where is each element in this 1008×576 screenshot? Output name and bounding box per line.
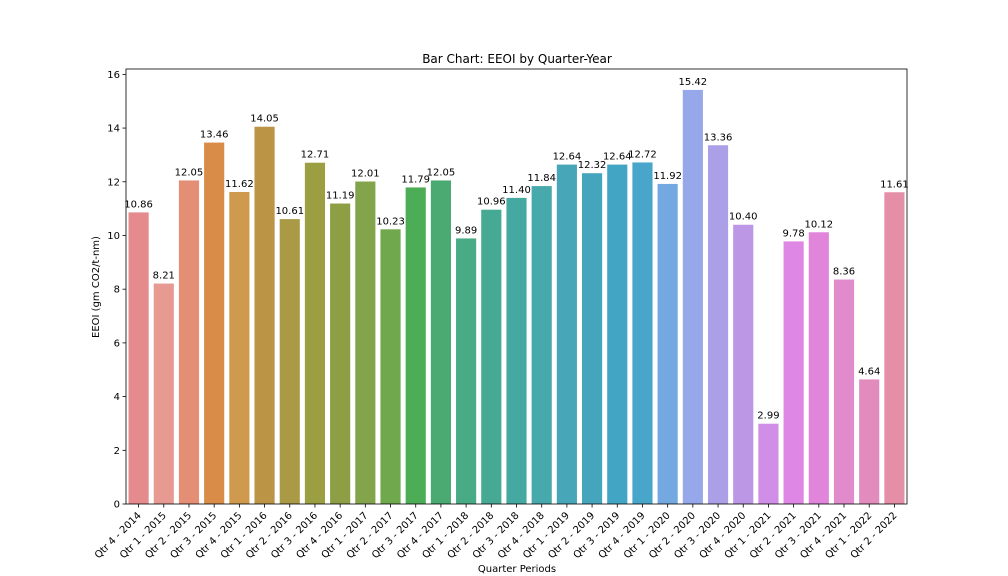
bar-13 (456, 238, 477, 504)
y-tick-label-7: 14 (107, 124, 120, 135)
bar-1 (153, 283, 174, 504)
bar-26 (783, 241, 804, 504)
bar-25 (758, 423, 779, 504)
data-label-2: 12.05 (175, 167, 204, 178)
bar-16 (531, 186, 552, 504)
y-axis: 0 2 4 6 8 10 12 14 16 (107, 70, 126, 511)
y-tick-label-1: 2 (114, 446, 120, 457)
data-label-22: 15.42 (679, 77, 708, 88)
bar-30 (884, 192, 905, 504)
bar-4 (229, 191, 250, 505)
bar-24 (733, 224, 754, 505)
bar-29 (859, 379, 880, 504)
data-label-13: 9.89 (455, 225, 477, 236)
bar-10 (380, 229, 401, 504)
plot-frame (125, 68, 908, 505)
data-label-19: 12.64 (603, 152, 632, 163)
bar-22 (682, 89, 703, 504)
bar-6 (279, 219, 300, 504)
bar-19 (607, 164, 628, 504)
y-tick-label-5: 10 (107, 231, 120, 242)
data-label-7: 12.71 (301, 150, 330, 161)
data-label-12: 12.05 (427, 167, 456, 178)
bar-3 (204, 142, 225, 504)
bar-11 (405, 187, 426, 505)
y-tick-label-3: 6 (114, 338, 120, 349)
data-label-3: 13.46 (200, 130, 229, 141)
bar-5 (254, 126, 275, 504)
x-axis-title: Quarter Periods (478, 564, 556, 575)
bar-7 (304, 162, 326, 504)
bar-8 (330, 203, 351, 504)
data-label-0: 10.86 (124, 199, 153, 210)
data-label-21: 11.92 (653, 171, 682, 182)
data-label-23: 13.36 (704, 132, 733, 143)
y-tick-label-2: 4 (114, 392, 120, 403)
bar-28 (833, 279, 855, 504)
bar-23 (707, 145, 729, 504)
data-label-18: 12.32 (578, 160, 607, 171)
bar-18 (582, 173, 603, 504)
data-label-5: 14.05 (250, 114, 279, 125)
bar-20 (632, 162, 653, 504)
data-label-11: 11.79 (401, 174, 430, 185)
bar-12 (430, 180, 451, 504)
y-tick-label-4: 8 (114, 285, 120, 296)
y-tick-label-0: 0 (114, 500, 120, 511)
data-label-17: 12.64 (553, 152, 582, 163)
data-labels-layer: 10.86 8.21 12.05 13.46 11.62 14.05 10.61 12.71 1… (124, 77, 908, 422)
data-label-26: 9.78 (782, 228, 804, 239)
bar-27 (808, 232, 829, 504)
y-axis-title: EEOI (gm CO2/t-nm) (91, 236, 102, 338)
bar-21 (657, 183, 678, 504)
data-label-16: 11.84 (527, 173, 556, 184)
bar-2 (178, 180, 200, 504)
bar-14 (481, 209, 502, 504)
bar-17 (556, 164, 577, 504)
data-label-9: 12.01 (351, 169, 380, 180)
data-label-1: 8.21 (153, 271, 175, 282)
data-label-6: 10.61 (275, 206, 304, 217)
data-label-10: 10.23 (376, 216, 405, 227)
data-label-25: 2.99 (757, 411, 779, 422)
data-label-24: 10.40 (729, 212, 758, 223)
bar-9 (355, 181, 376, 504)
data-label-30: 11.61 (880, 179, 909, 190)
bar-0 (128, 212, 149, 504)
bar-15 (506, 197, 527, 504)
data-label-15: 11.40 (502, 185, 531, 196)
y-tick-label-8: 16 (107, 70, 120, 81)
data-label-27: 10.12 (804, 219, 833, 230)
data-label-20: 12.72 (628, 149, 657, 160)
bars-layer (128, 89, 905, 505)
data-label-4: 11.62 (225, 179, 254, 190)
data-label-28: 8.36 (833, 267, 855, 278)
chart-title: Bar Chart: EEOI by Quarter-Year (422, 52, 612, 66)
y-tick-label-6: 12 (107, 177, 120, 188)
data-label-8: 11.19 (326, 191, 355, 202)
data-label-14: 10.96 (477, 197, 506, 208)
data-label-29: 4.64 (858, 366, 880, 377)
